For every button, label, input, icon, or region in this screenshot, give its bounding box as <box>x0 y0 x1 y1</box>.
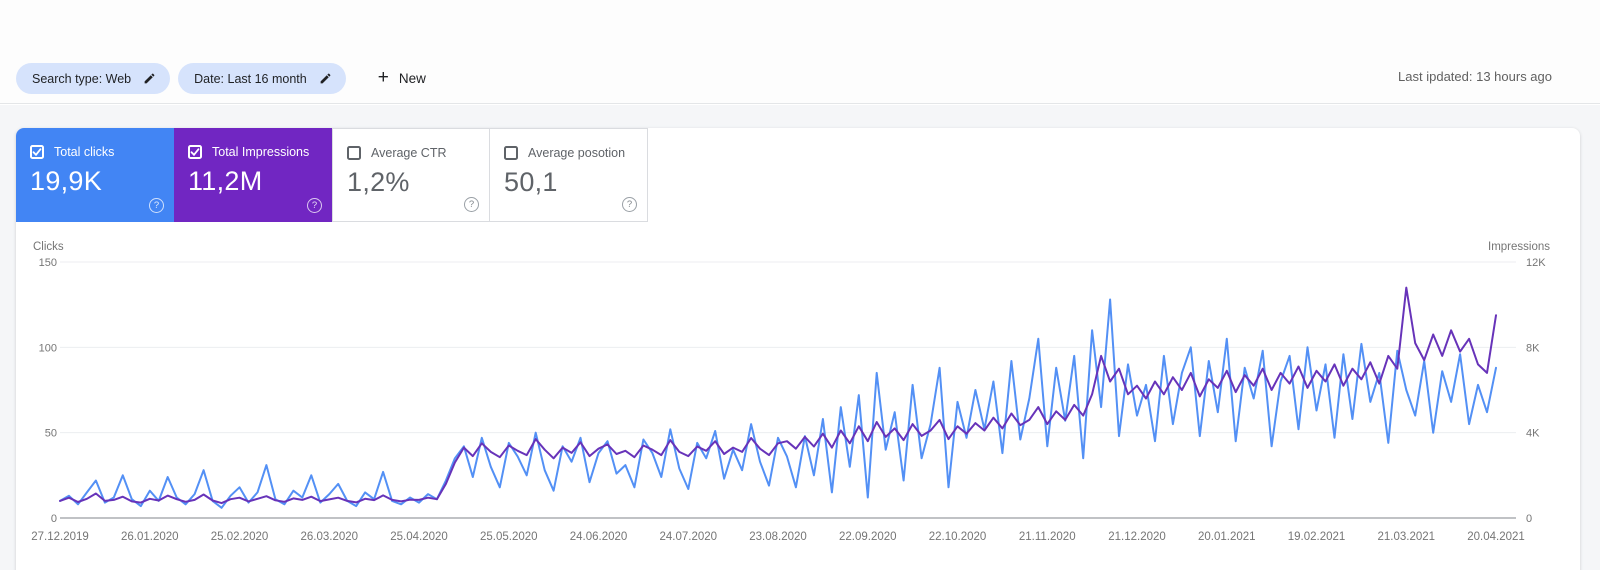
svg-text:26.03.2020: 26.03.2020 <box>300 531 358 543</box>
filter-chip-row: Search type: Web Date: Last 16 month + N… <box>16 63 436 94</box>
date-filter-label: Date: Last 16 month <box>194 71 307 86</box>
svg-text:Impressions: Impressions <box>1488 241 1550 253</box>
new-filter-button[interactable]: + New <box>368 63 436 94</box>
metric-tiles-row: Total clicks 19,9K ? Total Impressions 1… <box>16 128 648 222</box>
svg-text:19.02.2021: 19.02.2021 <box>1288 531 1346 543</box>
performance-chart[interactable]: 0 0 50 4K 100 8K 150 12K Clicks Impressions 27.12.… <box>16 240 1580 552</box>
svg-text:4K: 4K <box>1526 428 1540 440</box>
svg-text:20.01.2021: 20.01.2021 <box>1198 531 1256 543</box>
metric-label: Total Impressions <box>212 145 310 159</box>
help-icon[interactable]: ? <box>464 197 479 212</box>
svg-text:21.03.2021: 21.03.2021 <box>1377 531 1435 543</box>
date-filter-chip[interactable]: Date: Last 16 month <box>178 63 346 94</box>
svg-text:21.11.2020: 21.11.2020 <box>1019 531 1076 543</box>
svg-text:100: 100 <box>39 342 57 354</box>
search-type-filter-label: Search type: Web <box>32 71 132 86</box>
svg-text:0: 0 <box>1526 513 1532 525</box>
checkbox-checked-icon[interactable] <box>188 145 202 159</box>
svg-text:21.12.2020: 21.12.2020 <box>1108 531 1166 543</box>
help-icon[interactable]: ? <box>622 197 637 212</box>
performance-card: Total clicks 19,9K ? Total Impressions 1… <box>16 128 1580 570</box>
svg-text:150: 150 <box>39 257 57 269</box>
checkbox-unchecked-icon[interactable] <box>347 146 361 160</box>
edit-pencil-icon[interactable] <box>143 72 156 85</box>
svg-text:25.04.2020: 25.04.2020 <box>390 531 448 543</box>
svg-text:22.10.2020: 22.10.2020 <box>929 531 987 543</box>
svg-text:27.12.2019: 27.12.2019 <box>31 531 89 543</box>
metric-value: 1,2% <box>347 167 410 197</box>
metric-label: Average posotion <box>528 146 626 160</box>
help-icon[interactable]: ? <box>149 198 164 213</box>
metric-value: 11,2M <box>188 166 263 196</box>
new-filter-button-label: New <box>398 71 426 86</box>
performance-chart-svg: 0 0 50 4K 100 8K 150 12K Clicks Impressions 27.12.… <box>31 241 1550 543</box>
svg-text:25.05.2020: 25.05.2020 <box>480 531 538 543</box>
checkbox-unchecked-icon[interactable] <box>504 146 518 160</box>
svg-text:12K: 12K <box>1526 257 1546 269</box>
metric-value: 50,1 <box>504 167 558 197</box>
svg-text:0: 0 <box>51 513 57 525</box>
svg-text:20.04.2021: 20.04.2021 <box>1467 531 1525 543</box>
svg-text:8K: 8K <box>1526 342 1540 354</box>
metric-tile-total-clicks[interactable]: Total clicks 19,9K ? <box>16 128 174 222</box>
svg-text:25.02.2020: 25.02.2020 <box>211 531 269 543</box>
metric-label: Average CTR <box>371 146 447 160</box>
last-updated-text: Last ipdated: 13 hours ago <box>1398 69 1552 84</box>
filter-bar: Search type: Web Date: Last 16 month + N… <box>0 0 1600 104</box>
plus-icon: + <box>377 67 389 88</box>
checkbox-checked-icon[interactable] <box>30 145 44 159</box>
search-type-filter-chip[interactable]: Search type: Web <box>16 63 171 94</box>
svg-text:24.07.2020: 24.07.2020 <box>659 531 717 543</box>
metric-label: Total clicks <box>54 145 115 159</box>
svg-text:23.08.2020: 23.08.2020 <box>749 531 807 543</box>
svg-text:50: 50 <box>45 428 57 440</box>
help-icon[interactable]: ? <box>307 198 322 213</box>
metric-value: 19,9K <box>30 166 103 196</box>
metric-tile-total-impressions[interactable]: Total Impressions 11,2M ? <box>174 128 332 222</box>
svg-text:Clicks: Clicks <box>33 241 64 253</box>
metric-tile-average-ctr[interactable]: Average CTR 1,2% ? <box>332 128 490 222</box>
svg-text:26.01.2020: 26.01.2020 <box>121 531 179 543</box>
svg-text:24.06.2020: 24.06.2020 <box>570 531 628 543</box>
metric-tile-average-position[interactable]: Average posotion 50,1 ? <box>490 128 648 222</box>
edit-pencil-icon[interactable] <box>319 72 332 85</box>
svg-text:22.09.2020: 22.09.2020 <box>839 531 897 543</box>
